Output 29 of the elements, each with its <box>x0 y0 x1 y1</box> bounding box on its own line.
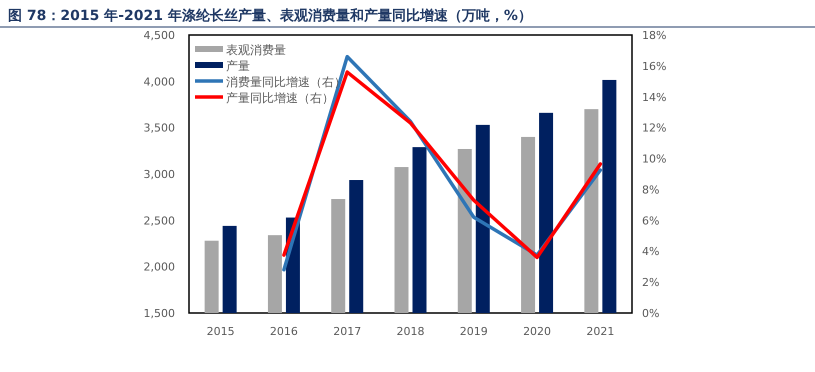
x-tick-label: 2018 <box>396 325 424 338</box>
legend-label: 表观消费量 <box>226 43 286 57</box>
y2-tick-label: 2% <box>642 276 660 290</box>
y2-tick-label: 6% <box>642 214 660 228</box>
y-tick-label: 1,500 <box>144 307 175 320</box>
legend-label: 产量 <box>226 59 250 73</box>
y-tick-label: 3,000 <box>144 168 175 181</box>
y-tick-label: 4,500 <box>144 29 175 42</box>
y-tick-label: 2,000 <box>144 260 175 274</box>
y-tick-label: 2,500 <box>144 214 175 228</box>
x-tick-label: 2016 <box>270 325 298 338</box>
y2-tick-label: 14% <box>642 90 666 104</box>
legend-label: 消费量同比增速（右） <box>226 75 346 89</box>
y-tick-label: 4,000 <box>144 75 175 88</box>
legend-label: 产量同比增速（右） <box>226 91 334 105</box>
y2-tick-label: 16% <box>642 60 666 73</box>
y2-tick-label: 10% <box>642 152 666 166</box>
y-tick-label: 3,500 <box>144 122 175 135</box>
y2-tick-label: 18% <box>642 29 666 42</box>
y2-tick-label: 8% <box>642 183 660 196</box>
y2-tick-label: 4% <box>642 245 660 258</box>
chart-title: 图 78：2015 年-2021 年涤纶长丝产量、表观消费量和产量同比增速（万吨，%） <box>8 7 532 24</box>
x-tick-label: 2021 <box>586 325 614 338</box>
x-tick-label: 2020 <box>523 325 552 338</box>
y2-tick-label: 0% <box>642 307 660 320</box>
x-tick-label: 2017 <box>333 325 362 338</box>
x-tick-label: 2019 <box>460 325 488 338</box>
y2-tick-label: 12% <box>642 122 666 135</box>
x-tick-label: 2015 <box>206 325 235 338</box>
